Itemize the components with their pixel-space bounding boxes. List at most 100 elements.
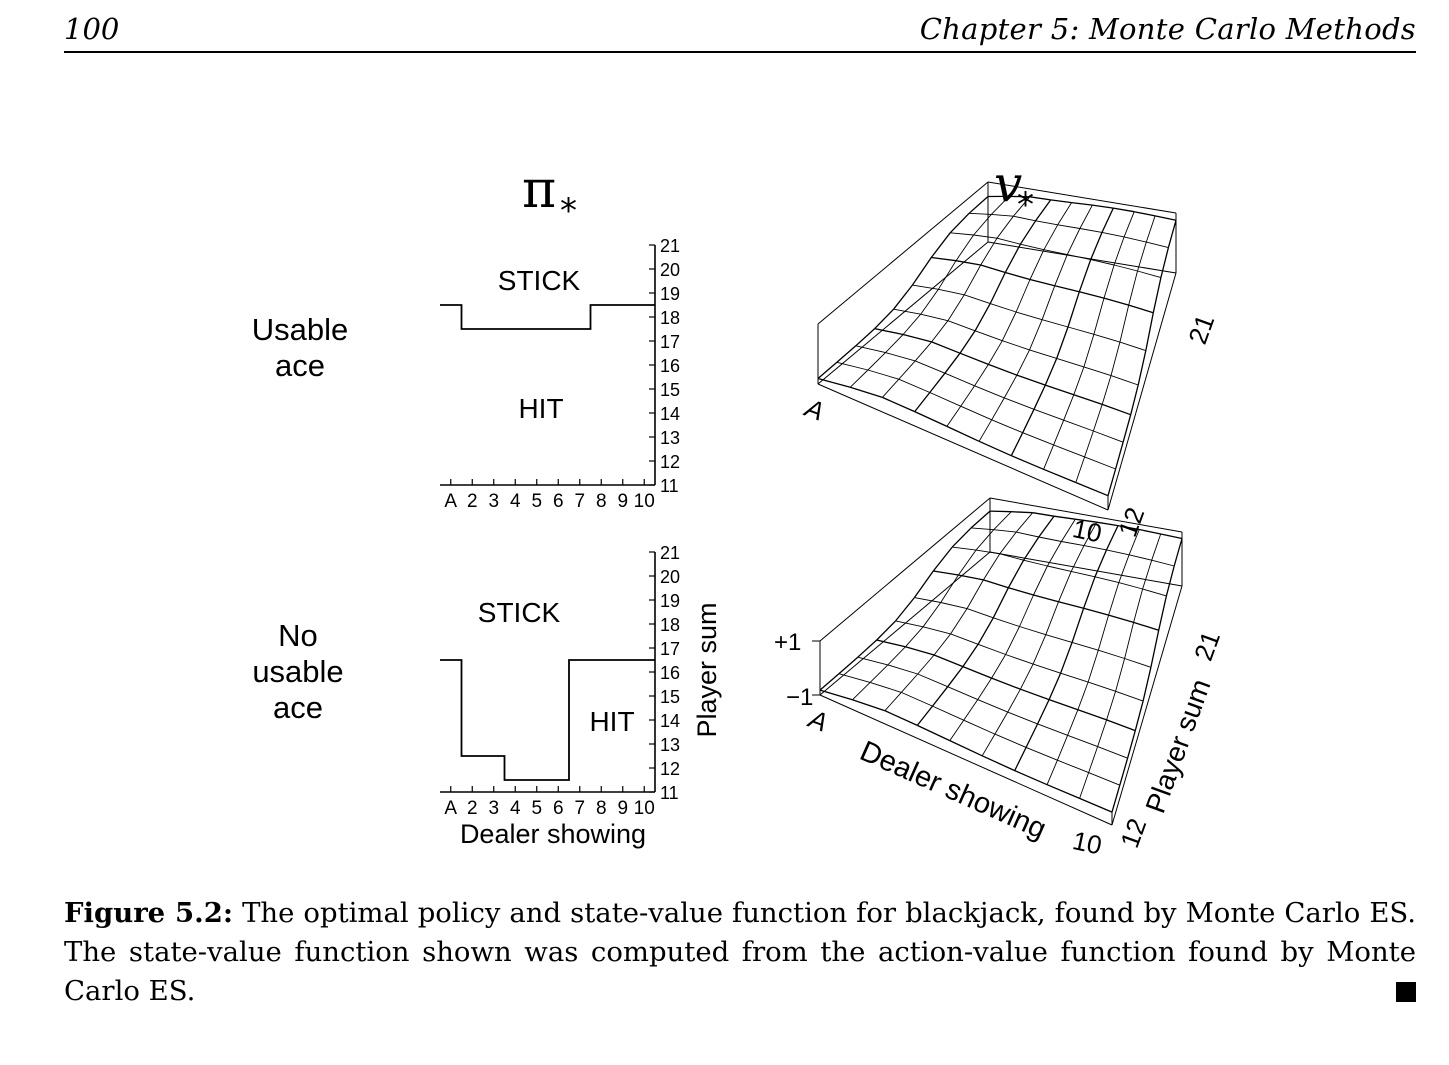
surface-mesh-line — [999, 531, 1017, 555]
x-tick-label: 4 — [510, 491, 521, 512]
value-heading-star: * — [1017, 185, 1034, 225]
x-tick-label: 3 — [488, 491, 499, 512]
surface-mesh-line — [1048, 698, 1079, 711]
surface-mesh-line — [1014, 770, 1048, 786]
x-tick-label: A — [444, 798, 457, 819]
surface-mesh-line — [876, 620, 897, 641]
y-tick-label: 17 — [660, 639, 680, 659]
x-tick-label: 2 — [467, 491, 478, 512]
surface-mesh-line — [914, 411, 948, 427]
surface-mesh-line — [975, 549, 1000, 555]
surface-mesh-line — [983, 579, 1009, 589]
surface-mesh-line — [1014, 747, 1027, 771]
surface-mesh-line — [1023, 559, 1048, 567]
surface-mesh-line — [1142, 588, 1167, 597]
policy-boundary-line — [440, 659, 655, 781]
surface-mesh-line — [1015, 311, 1043, 321]
surface-mesh-line — [1134, 700, 1144, 731]
surface-mesh-line — [1056, 326, 1069, 359]
surface-x-axis-label: Dealer showing — [855, 735, 1051, 846]
surface-mesh-line — [940, 574, 959, 603]
surface-mesh-line — [993, 617, 1020, 627]
surface-mesh-line — [1150, 630, 1160, 668]
surface-mesh-line — [1056, 357, 1085, 368]
x-tick-label: 4 — [510, 798, 521, 819]
surface-mesh-line — [1029, 249, 1045, 280]
surface-mesh-line — [996, 215, 1014, 239]
surface-mesh-line — [973, 214, 992, 236]
surface-mesh-line — [852, 682, 871, 701]
surface-mesh-line — [1114, 442, 1124, 470]
surface-mesh-line — [885, 334, 904, 353]
surface-mesh-line — [819, 689, 853, 701]
surface-mesh-line — [1043, 249, 1068, 256]
stick-label: STICK — [498, 265, 581, 296]
surface-mesh-line — [1032, 634, 1047, 665]
surface-mesh-line — [990, 303, 1017, 313]
surface-mesh-line — [991, 654, 1006, 679]
surface-mesh-line — [955, 260, 981, 266]
surface-mesh-line — [1053, 444, 1085, 458]
surface-mesh-line — [857, 639, 878, 658]
surface-box-edge — [989, 497, 1183, 533]
surface-mesh-line — [963, 699, 979, 721]
surface-y-axis-label: Player sum — [1140, 675, 1217, 817]
surface-mesh-line — [991, 397, 1005, 421]
y-tick-label: 17 — [660, 332, 680, 352]
row-label-line: ace — [275, 348, 325, 383]
surface-mesh-line — [1101, 375, 1112, 405]
surface-mesh-line — [1101, 231, 1125, 238]
surface-mesh-line — [1158, 595, 1168, 631]
surface-mesh-line — [1087, 650, 1099, 683]
surface-mesh-line — [1015, 512, 1034, 533]
surface-mesh-line — [952, 546, 977, 551]
surface-tick-twelve: 12 — [1112, 503, 1150, 540]
surface-mesh-line — [1134, 211, 1156, 217]
surface-mesh-line — [1054, 285, 1080, 293]
surface-mesh-line — [1007, 688, 1021, 713]
surface-mesh-line — [1133, 588, 1144, 623]
surface-mesh-line — [1071, 201, 1093, 206]
surface-mesh-line — [1084, 430, 1094, 458]
surface-mesh-line — [1053, 420, 1065, 446]
y-tick-label: 20 — [660, 260, 680, 280]
surface-mesh-line — [1038, 536, 1062, 542]
surface-mesh-line — [1118, 582, 1143, 590]
x-tick-label: 5 — [531, 491, 542, 512]
surface-box-edge — [817, 383, 1109, 511]
surface-mesh-line — [1057, 224, 1080, 229]
surface-mesh-line — [929, 392, 961, 407]
surface-mesh-line — [917, 724, 951, 742]
surface-mesh-line — [1115, 658, 1126, 692]
surface-mesh-line — [1058, 571, 1072, 602]
surface-tick-ace: A — [800, 392, 828, 427]
surface-mesh-line — [1025, 746, 1058, 761]
surface-mesh-line — [1097, 746, 1128, 759]
surface-mesh-line — [1097, 719, 1108, 747]
surface-mesh-line — [1050, 199, 1072, 204]
surface-mesh-line — [838, 656, 859, 675]
surface-mesh-line — [983, 553, 1001, 581]
surface-mesh-line — [1108, 614, 1134, 624]
surface-mesh-line — [1061, 541, 1085, 547]
surface-mesh-line — [1165, 565, 1175, 597]
surface-z-tick-plus-one: +1 — [774, 629, 801, 656]
value-surface-usable-ace — [817, 181, 1177, 511]
surface-mesh-line — [1151, 559, 1175, 567]
surface-mesh-line — [1073, 366, 1085, 395]
surface-mesh-line — [1128, 270, 1138, 306]
surface-mesh-line — [874, 308, 895, 330]
surface-mesh-line — [973, 234, 998, 239]
surface-mesh-line — [933, 654, 964, 668]
policy-boundary-line — [440, 304, 655, 330]
surface-mesh-line — [1073, 394, 1103, 406]
surface-mesh-line — [1119, 304, 1130, 343]
surface-mesh-line — [1011, 511, 1033, 514]
surface-mesh-line — [931, 686, 949, 707]
surface-mesh-line — [1048, 672, 1062, 700]
y-tick-label: 18 — [660, 615, 680, 635]
surface-mesh-line — [1077, 709, 1107, 721]
surface-mesh-line — [1123, 236, 1147, 243]
surface-mesh-line — [920, 313, 949, 322]
surface-mesh-line — [1004, 243, 1021, 273]
